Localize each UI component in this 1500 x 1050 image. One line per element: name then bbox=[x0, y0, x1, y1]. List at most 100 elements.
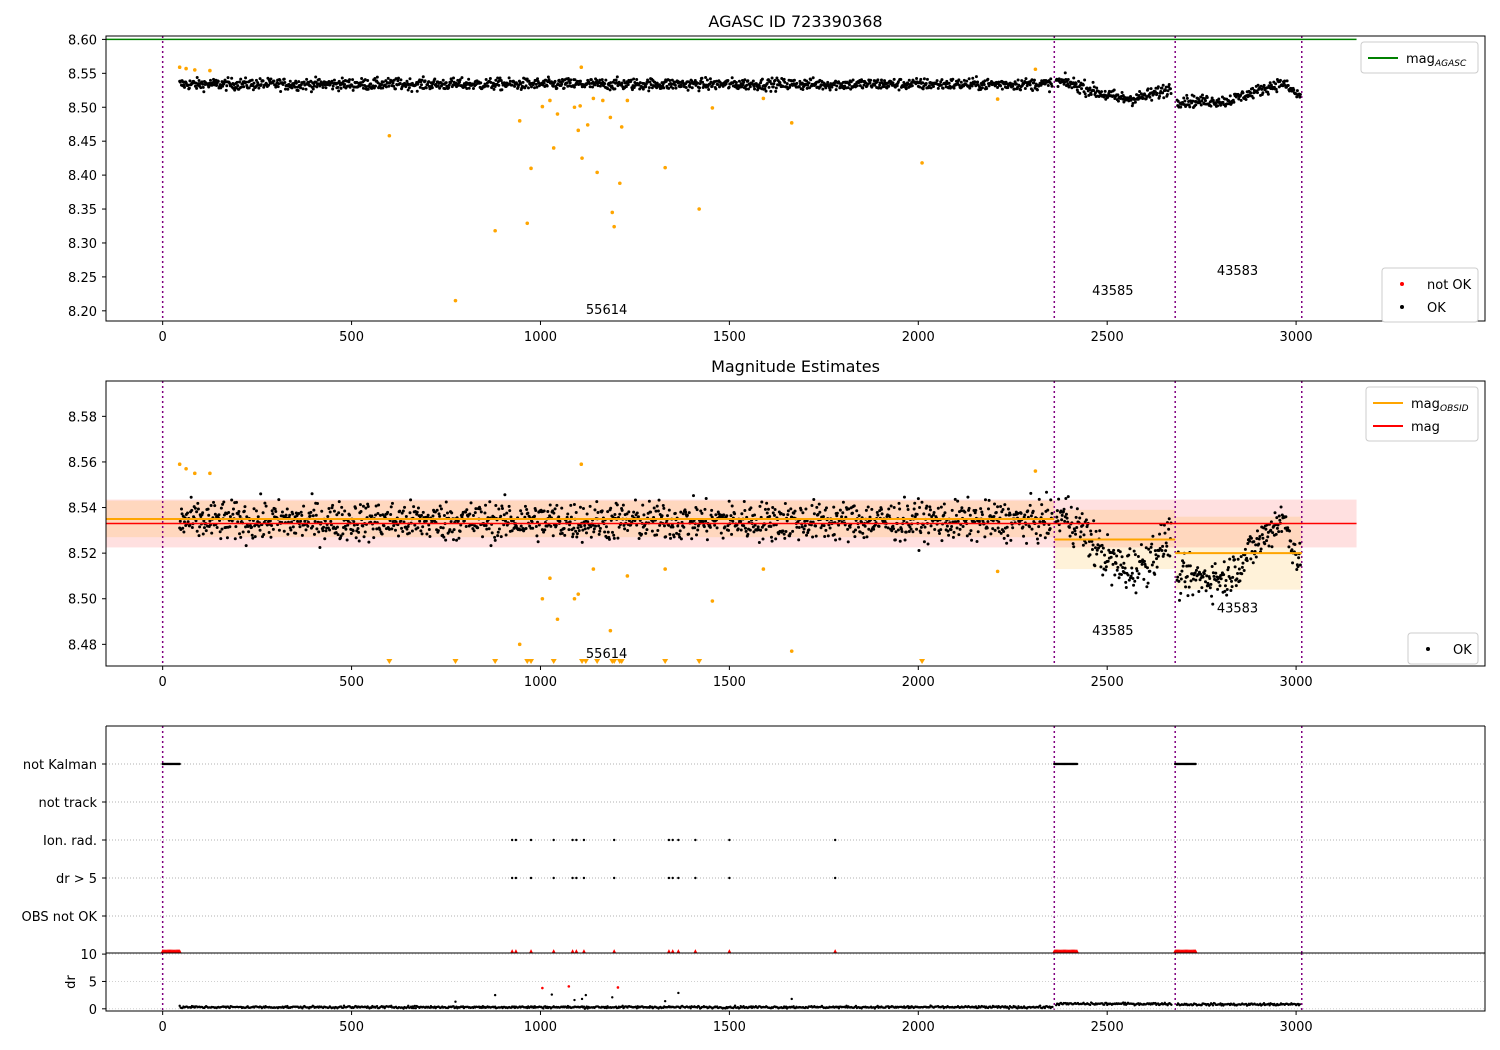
ok-point bbox=[952, 530, 956, 534]
ok-point bbox=[1160, 549, 1164, 553]
ok-point bbox=[987, 498, 991, 502]
ok-point bbox=[786, 509, 790, 513]
ok-point bbox=[857, 514, 861, 518]
ok-point bbox=[458, 529, 462, 533]
outlier-point bbox=[610, 210, 615, 215]
ok-point bbox=[1011, 82, 1015, 86]
ok-point bbox=[273, 507, 277, 511]
ok-point bbox=[352, 520, 356, 524]
ok-point bbox=[1279, 505, 1283, 509]
flag-point bbox=[514, 838, 518, 842]
ok-point bbox=[258, 77, 262, 81]
ok-point bbox=[974, 508, 978, 512]
below-range-marker bbox=[452, 659, 459, 664]
ok-point bbox=[196, 501, 200, 505]
ok-point bbox=[1266, 535, 1270, 539]
ok-point bbox=[864, 508, 868, 512]
ok-point bbox=[1014, 82, 1018, 86]
ok-point bbox=[868, 81, 872, 85]
ok-point bbox=[235, 80, 239, 84]
ok-point bbox=[572, 85, 576, 89]
ok-point bbox=[970, 84, 974, 88]
ok-point bbox=[281, 82, 285, 86]
obsid-label: 55614 bbox=[586, 647, 627, 662]
ok-point bbox=[613, 512, 617, 516]
ok-point bbox=[707, 87, 711, 91]
ok-point bbox=[698, 86, 702, 90]
ok-point bbox=[244, 544, 248, 548]
ok-point bbox=[1098, 529, 1102, 533]
ok-point bbox=[960, 506, 964, 510]
ok-point bbox=[500, 88, 504, 92]
ok-point bbox=[597, 524, 601, 528]
ok-point bbox=[247, 86, 251, 90]
ok-point bbox=[1119, 563, 1123, 567]
ok-point bbox=[1185, 93, 1189, 97]
ok-point bbox=[489, 80, 493, 84]
ok-point bbox=[1057, 77, 1061, 81]
ok-point bbox=[580, 540, 584, 544]
ok-point bbox=[837, 523, 841, 527]
flag-point bbox=[552, 876, 555, 880]
ok-point bbox=[1078, 516, 1082, 520]
ok-point bbox=[286, 532, 290, 536]
ok-point bbox=[980, 510, 984, 514]
ok-point bbox=[936, 86, 940, 90]
ok-point bbox=[1019, 88, 1023, 92]
outlier-point bbox=[995, 569, 1000, 574]
ok-point bbox=[1251, 96, 1255, 100]
ok-point bbox=[1207, 583, 1211, 587]
ok-point bbox=[918, 85, 922, 89]
ok-point bbox=[673, 511, 677, 515]
ok-point bbox=[1012, 87, 1016, 91]
flag-point bbox=[667, 876, 671, 880]
outlier-point bbox=[710, 106, 715, 110]
ok-point bbox=[1283, 79, 1287, 83]
ok-point bbox=[196, 507, 200, 511]
ok-point bbox=[381, 80, 385, 84]
ok-point bbox=[1070, 86, 1074, 90]
ok-point bbox=[268, 519, 272, 523]
ok-point bbox=[810, 504, 814, 508]
ok-point bbox=[187, 86, 191, 90]
ok-point bbox=[1084, 518, 1088, 522]
ok-point bbox=[1270, 545, 1274, 549]
ok-point bbox=[1104, 565, 1108, 569]
dr-point bbox=[1088, 1003, 1092, 1007]
ok-point bbox=[1191, 593, 1195, 597]
ok-point bbox=[1031, 509, 1035, 513]
ok-point bbox=[918, 506, 922, 510]
ok-point bbox=[546, 510, 550, 514]
ok-point bbox=[610, 530, 614, 534]
ok-point bbox=[991, 519, 995, 523]
ok-point bbox=[770, 76, 774, 80]
ok-point bbox=[1005, 541, 1009, 545]
ok-point bbox=[1196, 566, 1200, 570]
ok-point bbox=[476, 526, 480, 530]
ok-point bbox=[676, 524, 680, 528]
ok-point bbox=[675, 531, 679, 535]
ok-point bbox=[1130, 566, 1134, 570]
ok-point bbox=[868, 515, 872, 519]
ok-point bbox=[328, 528, 332, 532]
ok-point bbox=[1271, 531, 1275, 535]
ok-point bbox=[1191, 99, 1195, 103]
ok-point bbox=[317, 77, 321, 81]
ok-point bbox=[929, 524, 933, 528]
ok-point bbox=[577, 529, 581, 533]
legend-label: not OK bbox=[1427, 278, 1472, 293]
ok-point bbox=[571, 532, 575, 536]
x-tick-label: 0 bbox=[159, 330, 167, 345]
x-tick-label: 500 bbox=[339, 675, 364, 690]
ok-point bbox=[971, 76, 975, 80]
ok-point bbox=[655, 533, 659, 537]
ok-point bbox=[746, 532, 750, 536]
ok-point bbox=[279, 89, 283, 93]
ok-point bbox=[591, 523, 595, 527]
ok-point bbox=[665, 514, 669, 518]
ok-point bbox=[452, 538, 456, 542]
ok-point bbox=[1291, 561, 1295, 565]
ok-point bbox=[274, 510, 278, 514]
ok-point bbox=[493, 535, 497, 539]
